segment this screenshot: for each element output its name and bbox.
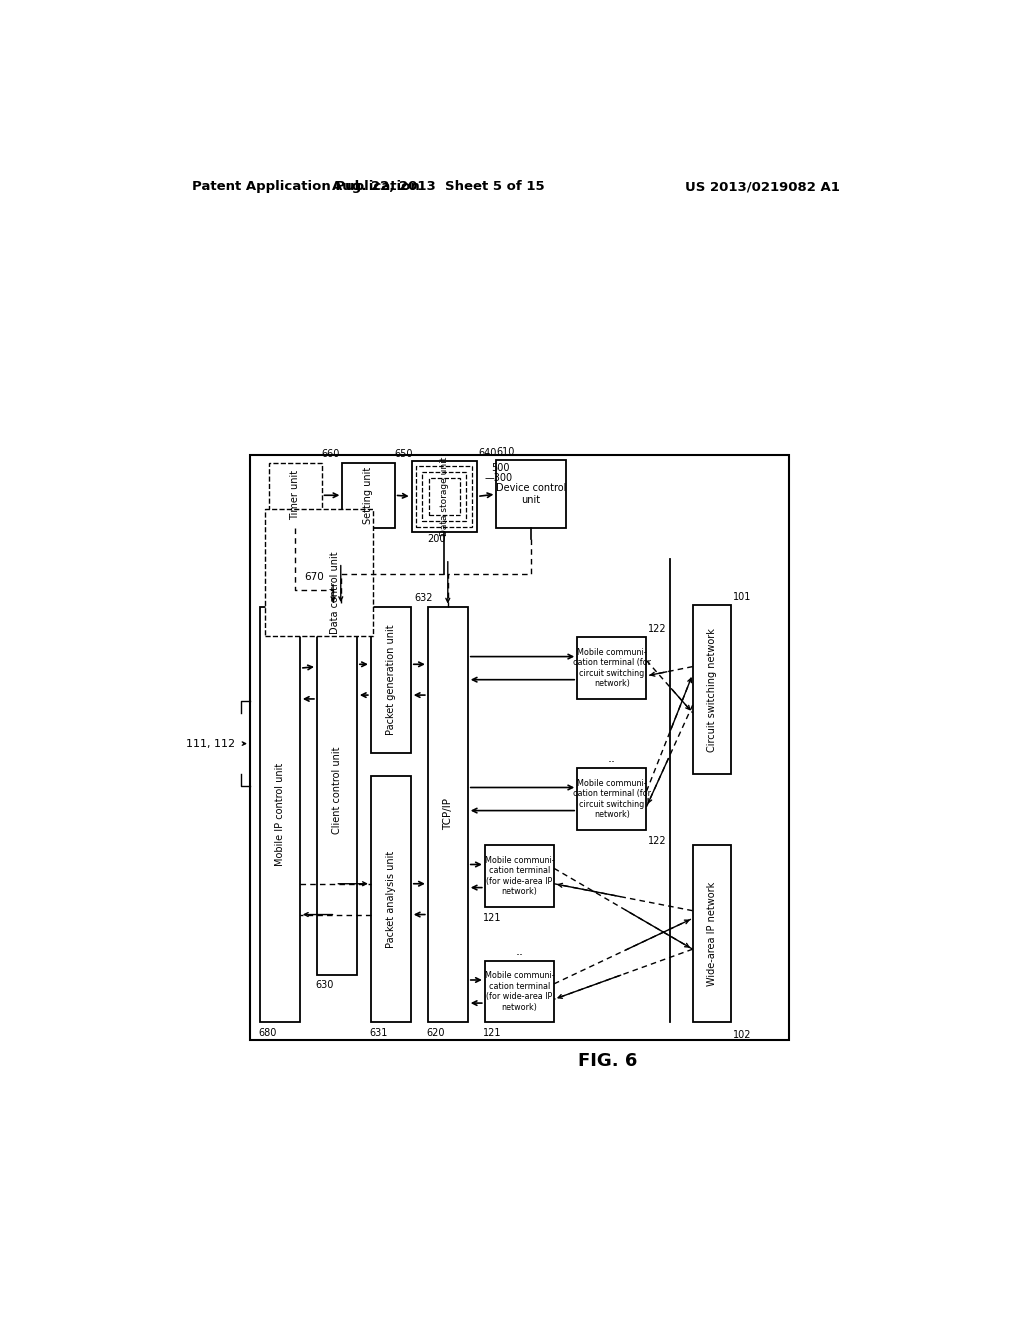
Bar — [578, 638, 646, 700]
Text: 102: 102 — [733, 1030, 752, 1040]
Text: Patent Application Publication: Patent Application Publication — [193, 181, 420, 194]
Bar — [371, 776, 411, 1022]
Text: Device control
unit: Device control unit — [496, 483, 566, 506]
Text: Data control unit: Data control unit — [330, 552, 340, 634]
Text: Mobile communi-
cation terminal (for
circuit switching
network): Mobile communi- cation terminal (for cir… — [572, 648, 651, 688]
Text: 122: 122 — [648, 624, 667, 635]
Text: 620: 620 — [426, 1028, 444, 1038]
Text: Wide-area IP network: Wide-area IP network — [707, 882, 717, 986]
Bar — [578, 768, 646, 830]
Text: Circuit switching network: Circuit switching network — [707, 628, 717, 751]
Bar — [412, 461, 477, 532]
Bar — [342, 462, 394, 528]
Text: 101: 101 — [733, 591, 751, 602]
Text: Timer unit: Timer unit — [291, 470, 300, 520]
Text: 660: 660 — [322, 450, 340, 459]
Text: Mobile IP control unit: Mobile IP control unit — [274, 763, 285, 866]
Text: 680: 680 — [258, 1028, 276, 1038]
Text: 650: 650 — [394, 450, 413, 459]
Text: Packet analysis unit: Packet analysis unit — [386, 850, 396, 948]
Text: 111, 112: 111, 112 — [186, 739, 236, 748]
Text: 121: 121 — [483, 912, 502, 923]
Text: 670: 670 — [304, 572, 324, 582]
Text: 500: 500 — [490, 462, 509, 473]
Text: —300: —300 — [484, 474, 513, 483]
Bar — [429, 478, 460, 515]
Text: FIG. 6: FIG. 6 — [579, 1052, 638, 1069]
Text: 632: 632 — [414, 594, 432, 603]
Text: Mobile communi-
cation terminal
(for wide-area IP
network): Mobile communi- cation terminal (for wid… — [484, 972, 554, 1011]
Bar — [497, 461, 565, 528]
Text: 610: 610 — [497, 447, 515, 457]
Text: Data storage unit: Data storage unit — [440, 457, 449, 536]
Text: Packet generation unit: Packet generation unit — [386, 624, 396, 735]
Bar — [484, 961, 554, 1022]
Text: 640: 640 — [478, 447, 497, 458]
Bar — [416, 466, 472, 527]
Bar — [316, 605, 357, 974]
Text: ..: .. — [608, 752, 615, 766]
Text: 630: 630 — [315, 981, 334, 990]
Text: 200: 200 — [427, 535, 445, 544]
Bar — [692, 605, 731, 775]
Bar — [260, 607, 300, 1022]
Text: Setting unit: Setting unit — [364, 467, 374, 524]
Bar — [484, 845, 554, 907]
Text: TCP/IP: TCP/IP — [442, 799, 453, 830]
Bar — [250, 455, 788, 1040]
Text: 122: 122 — [648, 836, 667, 846]
Text: Mobile communi-
cation terminal
(for wide-area IP
network): Mobile communi- cation terminal (for wid… — [484, 855, 554, 896]
Text: ..: .. — [515, 945, 523, 958]
Bar — [371, 607, 411, 752]
Bar — [265, 508, 373, 636]
Text: 631: 631 — [370, 1028, 388, 1038]
Bar — [692, 845, 731, 1022]
Text: 121: 121 — [483, 1028, 502, 1038]
Text: US 2013/0219082 A1: US 2013/0219082 A1 — [684, 181, 840, 194]
Text: Mobile communi-
cation terminal (for
circuit switching
network): Mobile communi- cation terminal (for cir… — [572, 779, 651, 820]
Bar — [428, 607, 468, 1022]
Text: Client control unit: Client control unit — [332, 746, 342, 833]
Bar — [422, 471, 466, 521]
Text: Aug. 22, 2013  Sheet 5 of 15: Aug. 22, 2013 Sheet 5 of 15 — [332, 181, 545, 194]
Bar — [269, 462, 322, 528]
